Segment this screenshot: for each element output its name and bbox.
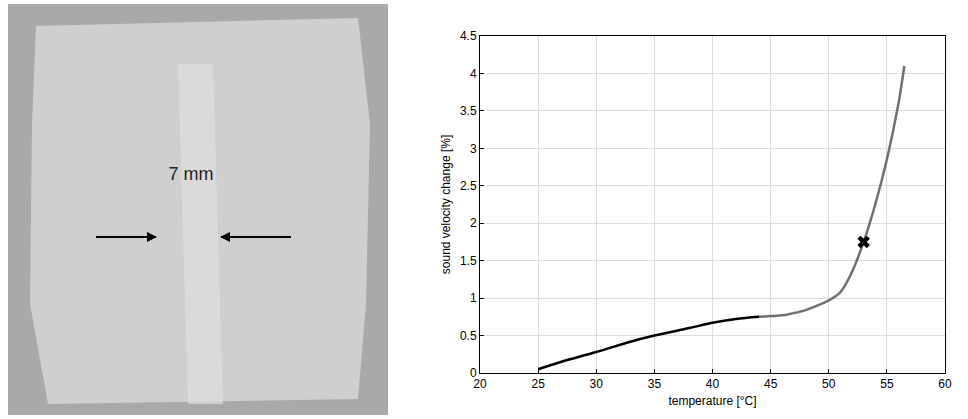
svg-text:40: 40: [706, 377, 720, 391]
svg-text:35: 35: [648, 377, 662, 391]
svg-text:25: 25: [531, 377, 545, 391]
svg-text:2: 2: [470, 216, 477, 230]
svg-text:4.5: 4.5: [460, 29, 477, 43]
svg-text:sound velocity change [%]: sound velocity change [%]: [439, 135, 453, 274]
svg-text:4: 4: [470, 67, 477, 81]
svg-text:0: 0: [470, 366, 477, 380]
svg-text:45: 45: [764, 377, 778, 391]
svg-text:30: 30: [590, 377, 604, 391]
svg-text:60: 60: [938, 377, 952, 391]
svg-text:55: 55: [880, 377, 894, 391]
svg-text:2.5: 2.5: [460, 179, 477, 193]
svg-text:3.5: 3.5: [460, 104, 477, 118]
svg-text:1.5: 1.5: [460, 254, 477, 268]
svg-text:temperature [°C]: temperature [°C]: [668, 394, 756, 408]
svg-text:50: 50: [822, 377, 836, 391]
svg-text:7 mm: 7 mm: [169, 164, 214, 184]
svg-text:3: 3: [470, 142, 477, 156]
svg-text:0.5: 0.5: [460, 329, 477, 343]
svg-text:20: 20: [473, 377, 487, 391]
svg-text:1: 1: [470, 291, 477, 305]
